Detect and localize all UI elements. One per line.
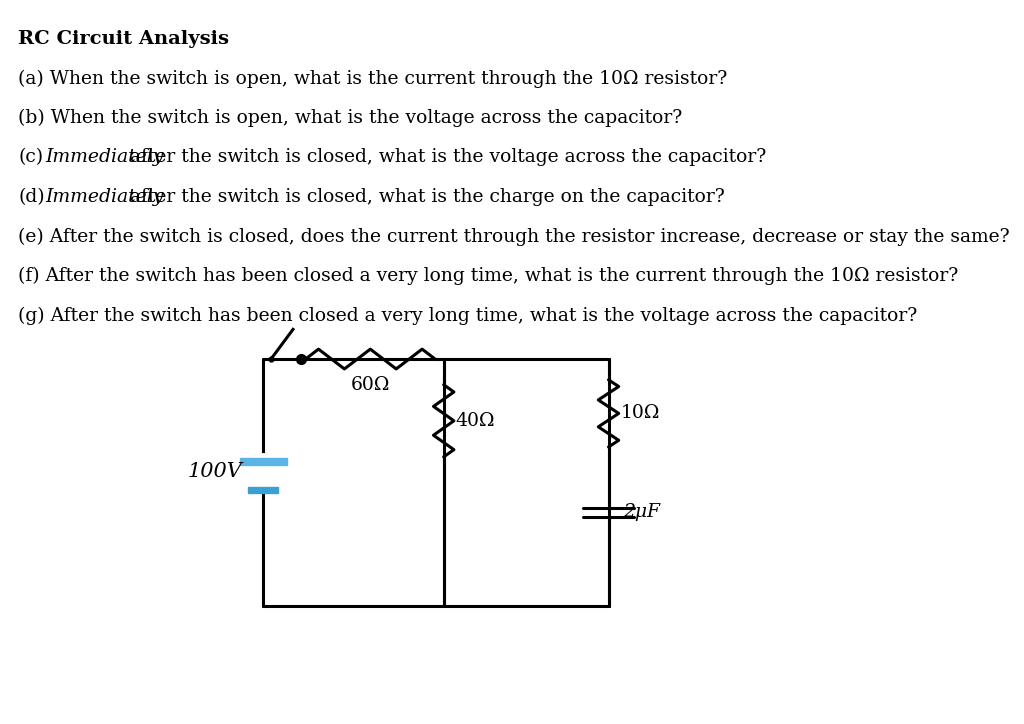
Text: Immediately: Immediately (45, 148, 164, 167)
Text: (e) After the switch is closed, does the current through the resistor increase, : (e) After the switch is closed, does the… (18, 227, 1010, 246)
Text: (b) When the switch is open, what is the voltage across the capacitor?: (b) When the switch is open, what is the… (18, 109, 683, 127)
Text: 60Ω: 60Ω (350, 376, 390, 394)
Text: 40Ω: 40Ω (456, 412, 495, 430)
Bar (240, 458, 287, 465)
Text: 100V: 100V (187, 462, 242, 481)
Text: (f) After the switch has been closed a very long time, what is the current throu: (f) After the switch has been closed a v… (18, 267, 958, 285)
Text: (a) When the switch is open, what is the current through the 10Ω resistor?: (a) When the switch is open, what is the… (18, 70, 727, 88)
Text: (c): (c) (18, 148, 43, 167)
Text: 10Ω: 10Ω (621, 405, 659, 422)
Text: Immediately: Immediately (45, 188, 164, 206)
Text: after the switch is closed, what is the voltage across the capacitor?: after the switch is closed, what is the … (124, 148, 767, 167)
Text: (d): (d) (18, 188, 45, 206)
Text: RC Circuit Analysis: RC Circuit Analysis (18, 30, 229, 48)
Bar (248, 487, 279, 494)
Text: (g) After the switch has been closed a very long time, what is the voltage acros: (g) After the switch has been closed a v… (18, 307, 918, 325)
Text: after the switch is closed, what is the charge on the capacitor?: after the switch is closed, what is the … (124, 188, 725, 206)
Text: 2μF: 2μF (623, 503, 659, 521)
